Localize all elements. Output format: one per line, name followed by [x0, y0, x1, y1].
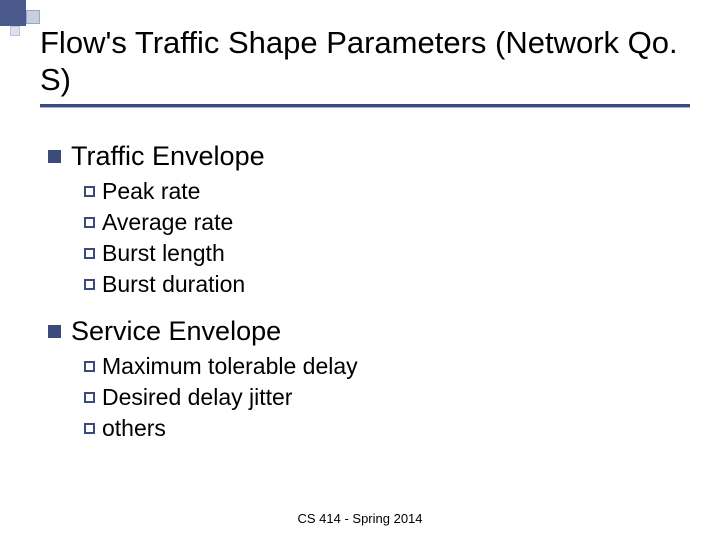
lvl1-text: Traffic Envelope	[71, 141, 265, 172]
slide-content: Traffic Envelope Peak rate Average rate …	[48, 135, 690, 460]
square-bullet-hollow	[84, 279, 95, 290]
square-bullet-hollow	[84, 361, 95, 372]
lvl2-text: Peak rate	[102, 178, 200, 205]
square-bullet-hollow	[84, 217, 95, 228]
lvl2-group: Peak rate Average rate Burst length Burs…	[84, 178, 690, 298]
deco-square-small	[10, 26, 20, 36]
bullet-lvl2: Desired delay jitter	[84, 384, 690, 411]
lvl2-group: Maximum tolerable delay Desired delay ji…	[84, 353, 690, 442]
lvl2-text: Burst duration	[102, 271, 245, 298]
bullet-lvl2: Burst length	[84, 240, 690, 267]
bullet-lvl2: Peak rate	[84, 178, 690, 205]
slide-title: Flow's Traffic Shape Parameters (Network…	[40, 24, 690, 98]
bullet-lvl1: Traffic Envelope	[48, 141, 690, 172]
bullet-lvl2: Maximum tolerable delay	[84, 353, 690, 380]
lvl2-text: Burst length	[102, 240, 225, 267]
title-block: Flow's Traffic Shape Parameters (Network…	[40, 24, 690, 107]
bullet-lvl2: others	[84, 415, 690, 442]
bullet-lvl2: Burst duration	[84, 271, 690, 298]
lvl2-text: Maximum tolerable delay	[102, 353, 358, 380]
bullet-lvl1: Service Envelope	[48, 316, 690, 347]
lvl2-text: Average rate	[102, 209, 233, 236]
lvl2-text: others	[102, 415, 166, 442]
bullet-lvl2: Average rate	[84, 209, 690, 236]
square-bullet-filled	[48, 150, 61, 163]
square-bullet-hollow	[84, 423, 95, 434]
square-bullet-hollow	[84, 392, 95, 403]
square-bullet-hollow	[84, 248, 95, 259]
deco-square-medium	[26, 10, 40, 24]
slide-footer: CS 414 - Spring 2014	[0, 511, 720, 526]
square-bullet-hollow	[84, 186, 95, 197]
square-bullet-filled	[48, 325, 61, 338]
lvl2-text: Desired delay jitter	[102, 384, 292, 411]
title-underline	[40, 104, 690, 107]
lvl1-text: Service Envelope	[71, 316, 281, 347]
deco-square-large	[0, 0, 26, 26]
